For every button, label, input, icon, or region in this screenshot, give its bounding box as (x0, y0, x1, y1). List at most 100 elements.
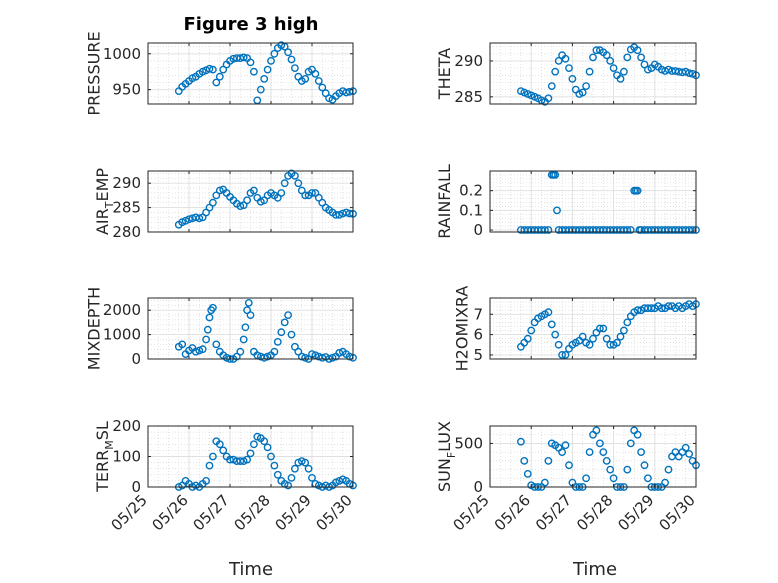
data-point (215, 186, 224, 195)
data-point (657, 304, 666, 313)
data-point (640, 461, 649, 470)
x-tick-label: 05/27 (532, 491, 575, 534)
data-point (589, 53, 597, 62)
data-point (544, 308, 553, 317)
data-point (314, 77, 323, 85)
data-point (620, 326, 628, 335)
data-point (308, 189, 316, 197)
data-point (623, 318, 632, 327)
data-point (561, 441, 570, 450)
data-point (301, 458, 310, 467)
data-point (318, 83, 327, 92)
data-point (202, 476, 211, 485)
data-point (294, 179, 303, 188)
data-point (582, 474, 590, 483)
data-point (685, 69, 693, 78)
data-point (241, 323, 250, 332)
data-point (256, 85, 265, 94)
data-point (616, 332, 625, 341)
data-point (287, 473, 296, 482)
data-point (246, 58, 255, 67)
data-point (578, 88, 587, 97)
figure-title: Figure 3 high (184, 14, 319, 35)
data-point (589, 334, 597, 343)
data-point (664, 465, 673, 474)
data-point (582, 82, 590, 91)
data-point (249, 440, 258, 449)
data-point (551, 330, 560, 339)
data-point (523, 469, 532, 478)
y-tick-label: 2000 (103, 301, 141, 319)
data-point (664, 65, 673, 74)
data-point (633, 186, 642, 195)
data-point (178, 340, 187, 349)
data-point (277, 189, 286, 197)
data-point (277, 328, 286, 337)
y-tick-label: 0.1 (459, 201, 483, 219)
data-point (202, 335, 211, 344)
data-point (637, 53, 645, 62)
data-point (335, 210, 344, 219)
data-point (328, 353, 337, 362)
y-axis-label: MIXDEPTH (85, 287, 104, 370)
data-point (616, 75, 625, 83)
data-point (263, 65, 272, 74)
y-tick-label: 1000 (103, 326, 141, 344)
data-point (236, 347, 245, 356)
data-point (195, 214, 204, 223)
data-point (185, 215, 193, 224)
data-point (626, 439, 635, 448)
data-point (517, 437, 525, 446)
y-axis-label: H2OMIXRA (452, 286, 471, 372)
y-tick-label: 0 (473, 221, 483, 239)
axes-box (489, 425, 697, 488)
data-point (602, 334, 611, 343)
panel-rainfall: 0 0.10.2 RAINFALL (435, 164, 700, 239)
data-point (284, 311, 292, 319)
data-point (644, 474, 652, 483)
x-tick-label: 05/28 (573, 491, 616, 534)
axes-box (147, 42, 354, 105)
data-point (565, 64, 573, 73)
data-point (215, 440, 224, 449)
data-point (284, 48, 292, 57)
x-tick-label: 05/29 (272, 491, 315, 534)
y-tick-label: 5 (473, 346, 483, 364)
data-point (551, 170, 560, 179)
y-tick-label: 500 (454, 434, 483, 452)
data-point (212, 340, 221, 349)
y-tick-label: 1000 (103, 45, 141, 63)
data-point (561, 54, 570, 63)
data-point (599, 448, 608, 456)
y-tick-label: 290 (112, 174, 141, 192)
data-point (633, 306, 642, 315)
data-point (558, 448, 566, 456)
data-point (244, 298, 253, 307)
data-point (554, 340, 563, 349)
x-tick-label: 05/26 (491, 491, 534, 534)
x-tick-label: 05/25 (450, 491, 493, 534)
y-tick-label: 0.2 (459, 182, 483, 200)
data-point (270, 347, 279, 356)
data-point (253, 351, 262, 360)
data-point (280, 318, 289, 327)
data-point (568, 75, 577, 83)
data-point (290, 464, 299, 473)
data-point (270, 49, 279, 58)
data-point (301, 353, 310, 362)
data-point (263, 443, 272, 452)
data-point (270, 461, 279, 470)
data-point (520, 456, 529, 465)
data-point (681, 443, 690, 452)
data-point (290, 171, 299, 180)
y-axis-label: SUNFLUX (435, 421, 458, 492)
data-point (260, 353, 269, 362)
data-point (544, 226, 553, 234)
data-point (308, 473, 316, 482)
data-point (541, 226, 549, 234)
data-point (544, 456, 553, 465)
axes-box (489, 42, 697, 105)
